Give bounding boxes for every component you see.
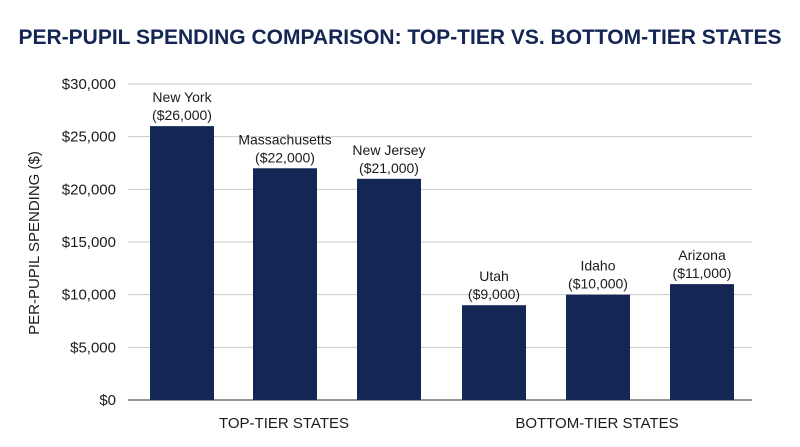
bar-category-label: Arizona: [678, 247, 726, 263]
y-tick-label: $10,000: [62, 287, 116, 304]
bar-value-label: ($10,000): [568, 276, 628, 292]
bar: [670, 284, 734, 400]
bar-value-label: ($22,000): [255, 149, 315, 165]
grid-layer: [128, 83, 752, 401]
chart-title: PER-PUPIL SPENDING COMPARISON: TOP-TIER …: [18, 26, 781, 49]
bar-category-label: New Jersey: [352, 142, 425, 158]
bar-category-label: Massachusetts: [238, 131, 331, 147]
bar-category-label: Idaho: [580, 258, 615, 274]
y-tick-label: $0: [99, 392, 116, 409]
bar-value-label: ($21,000): [359, 160, 419, 176]
y-axis-label: PER-PUPIL SPENDING ($): [26, 151, 43, 335]
y-tick-label: $5,000: [70, 339, 116, 356]
bar: [566, 294, 630, 400]
bar-labels: New York ($26,000) Massachusetts ($22,000) N…: [152, 89, 731, 302]
bar: [357, 178, 421, 400]
group-label: BOTTOM-TIER STATES: [515, 415, 678, 432]
y-tick-label: $15,000: [62, 234, 116, 251]
bar-value-label: ($9,000): [468, 286, 520, 302]
group-label: TOP-TIER STATES: [219, 415, 349, 432]
bar-value-label: ($26,000): [152, 107, 212, 123]
bar-category-label: Utah: [479, 268, 509, 284]
y-tick-label: $30,000: [62, 76, 116, 93]
y-axis-ticks: $0 $5,000 $10,000 $15,000 $20,000 $25,000 $30,…: [62, 76, 116, 409]
group-labels: TOP-TIER STATES BOTTOM-TIER STATES: [219, 415, 679, 432]
bars: [150, 126, 734, 400]
y-tick-label: $25,000: [62, 129, 116, 146]
bar: [462, 305, 526, 400]
bar-value-label: ($11,000): [673, 265, 732, 281]
bar: [150, 126, 214, 400]
y-tick-label: $20,000: [62, 181, 116, 198]
bar-category-label: New York: [152, 89, 212, 105]
bar: [253, 168, 317, 400]
